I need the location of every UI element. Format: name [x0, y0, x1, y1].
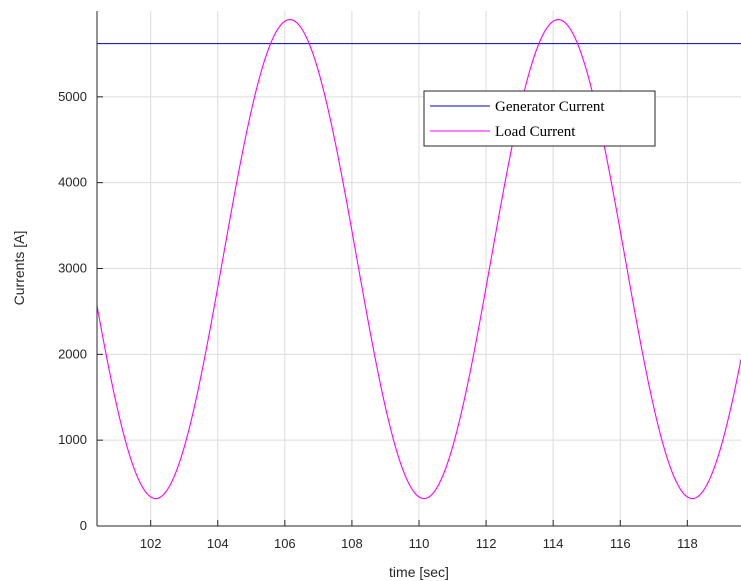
y-tick-label: 5000	[58, 89, 87, 104]
x-tick-label: 110	[409, 536, 430, 551]
y-axis-label: Currents [A]	[11, 231, 27, 306]
x-tick-label: 114	[543, 536, 564, 551]
y-tick-label: 4000	[58, 175, 87, 190]
y-tick-label: 3000	[58, 261, 87, 276]
x-tick-label: 118	[677, 536, 698, 551]
legend-label-generator-current: Generator Current	[495, 99, 605, 115]
x-tick-label: 116	[610, 536, 631, 551]
x-tick-label: 104	[207, 536, 229, 551]
legend-label-load-current: Load Current	[495, 124, 576, 140]
y-tick-label: 1000	[58, 432, 87, 447]
legend: Generator Current Load Current	[423, 90, 656, 147]
x-tick-label: 102	[140, 536, 162, 551]
y-tick-label: 2000	[58, 346, 87, 361]
x-axis-label: time [sec]	[389, 564, 449, 580]
x-tick-label: 106	[274, 536, 296, 551]
x-tick-label: 112	[476, 536, 497, 551]
x-tick-label: 108	[341, 536, 363, 551]
series-layer	[96, 19, 741, 500]
legend-box	[423, 90, 656, 147]
y-tick-label: 0	[80, 518, 87, 533]
ticks: 102 104 106 108 110 112 114 116 118 0 1000 2000 3000…	[58, 89, 698, 551]
series-line-load-current	[96, 19, 741, 500]
